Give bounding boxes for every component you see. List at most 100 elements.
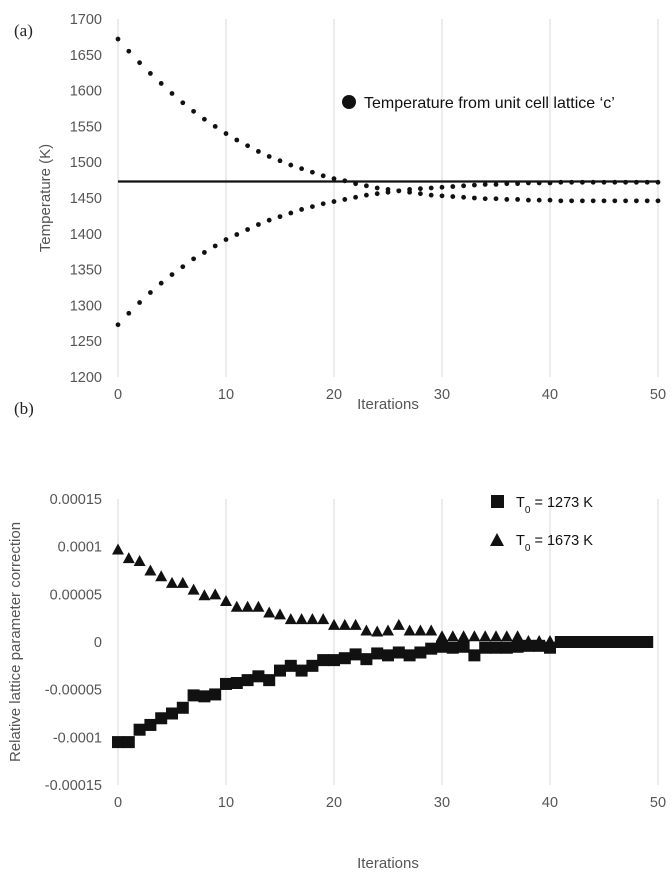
panel-a-y-axis-title: Temperature (K) xyxy=(37,144,54,252)
panel-a-series-1-point xyxy=(277,214,283,220)
panel-a-legend: Temperature from unit cell lattice ‘c’ xyxy=(342,95,615,112)
panel-a-series-0-point xyxy=(180,100,186,106)
panel-b-series-0-point xyxy=(457,640,470,653)
panel-a-series-1-point xyxy=(234,232,240,237)
panel-b-y-tick-label: 0.00005 xyxy=(50,587,102,603)
panel-a-series-0-point xyxy=(374,185,380,191)
panel-a-y-tick-label: 1650 xyxy=(70,48,102,64)
panel-b-series-1-point xyxy=(511,630,524,642)
panel-a-series-0-point xyxy=(634,198,639,204)
panel-b-y-tick-label: -0.00005 xyxy=(45,683,102,699)
panel-b-x-tick-label: 50 xyxy=(650,795,666,811)
panel-b-y-tick-labels: -0.00015 -0.0001 -0.00005 0 0.00005 0.0001 0.0… xyxy=(45,492,102,794)
panel-b-series-0-point xyxy=(176,701,189,714)
panel-a-series-0-point xyxy=(504,197,510,202)
panel-a-y-tick-label: 1600 xyxy=(70,84,102,100)
panel-a-series-0-point xyxy=(299,166,304,172)
panel-a-series-0-point xyxy=(536,197,542,203)
panel-b-series-0-point xyxy=(500,641,513,654)
panel-b-series-1-point xyxy=(349,618,362,630)
panel-b-y-tick-label: 0.00015 xyxy=(50,492,102,508)
panel-b-series-1-point xyxy=(522,635,535,647)
panel-a-series-0-point xyxy=(310,169,315,175)
panel-b-series-1-point xyxy=(446,630,459,642)
panel-b-series-0-point xyxy=(317,654,330,667)
panel-a-x-tick-label: 40 xyxy=(542,387,558,403)
panel-b-series-0-point xyxy=(122,736,135,749)
panel-a-series-1-point xyxy=(288,210,294,216)
panel-b-x-tick-label: 10 xyxy=(218,795,234,811)
panel-b-series-0-point xyxy=(479,641,492,654)
panel-a-series-0-point xyxy=(601,198,607,204)
panel-a-series-0-point xyxy=(148,71,153,76)
panel-b-series-0-point xyxy=(241,674,254,687)
legend-label-temperature: Temperature from unit cell lattice ‘c’ xyxy=(364,95,615,112)
panel-a-marks xyxy=(115,36,661,328)
panel-a-series-1-point xyxy=(256,222,261,227)
panel-b-series-1-point xyxy=(479,630,492,642)
legend-1673-rest: = 1673 K xyxy=(530,533,593,549)
panel-a-series-1-point xyxy=(148,290,153,295)
panel-b-series-0-point xyxy=(112,736,124,749)
panel-a-series-1-point xyxy=(461,183,466,189)
panel-b-series-1-point xyxy=(252,600,265,612)
panel-a-label: (a) xyxy=(14,21,33,40)
panel-b-x-tick-label: 30 xyxy=(434,795,450,811)
panel-a-series-1-point xyxy=(450,184,456,189)
legend-1273-rest: = 1273 K xyxy=(530,495,593,511)
panel-b-x-tick-labels: 0 10 20 30 40 50 xyxy=(114,795,666,811)
panel-b-series-1-point xyxy=(371,625,384,637)
legend-label-1673: T0 = 1673 K xyxy=(516,533,593,554)
panel-b-x-tick-label: 20 xyxy=(326,795,342,811)
panel-a-y-tick-label: 1700 xyxy=(70,12,102,28)
panel-a-series-0-point xyxy=(580,198,585,204)
panel-b-series-1-point xyxy=(544,635,556,647)
panel-a-series-0-point xyxy=(158,81,164,86)
panel-b-series-1-point xyxy=(360,624,373,636)
panel-b-series-0-point xyxy=(360,653,373,666)
panel-a-y-tick-label: 1300 xyxy=(70,298,102,314)
legend-1673-subscript: 0 xyxy=(525,543,531,554)
panel-a-series-0-point xyxy=(482,196,488,202)
panel-a-series-0-point xyxy=(245,143,251,149)
panel-b-series-1-point xyxy=(425,624,438,636)
panel-b-series-0-point xyxy=(468,649,481,662)
panel-b-series-1-point xyxy=(155,570,168,582)
panel-a-series-0-point xyxy=(212,124,218,129)
panel-b-series-1-point xyxy=(306,613,319,625)
panel-a-series-0-point xyxy=(320,173,326,179)
panel-b-y-tick-label: 0 xyxy=(94,635,102,651)
panel-b-series-0-point xyxy=(511,640,524,653)
panel-b-label: (b) xyxy=(14,399,34,418)
panel-a-series-1-point xyxy=(374,191,380,197)
panel-b-series-0-point xyxy=(338,652,351,665)
panel-b-series-1-point xyxy=(338,618,351,630)
panel-a-series-0-point xyxy=(526,197,531,203)
panel-b-x-tick-label: 0 xyxy=(114,795,122,811)
panel-b-series-1-point xyxy=(133,554,146,566)
panel-a-series-1-point xyxy=(320,201,326,207)
panel-b-legend: T0 = 1273 K T0 = 1673 K xyxy=(490,495,593,554)
panel-a-series-1-point xyxy=(396,188,402,194)
panel-b-series-0-point xyxy=(349,648,362,661)
panel-a-series-1-point xyxy=(472,182,477,188)
panel-b-series-0-point xyxy=(490,641,502,654)
panel-b-marks xyxy=(112,543,654,749)
panel-a-series-0-point xyxy=(644,198,650,204)
panel-a-series-0-point xyxy=(558,198,564,204)
panel-a-x-tick-label: 0 xyxy=(114,387,122,403)
panel-a-series-0-point xyxy=(331,176,337,182)
panel-a-series-0-point xyxy=(234,137,240,143)
panel-a-series-1-point xyxy=(493,181,499,187)
panel-a-series-0-point xyxy=(439,193,445,199)
panel-a-y-tick-labels: 1200 1250 1300 1350 1400 1450 1500 1550 1600 1650… xyxy=(70,12,102,386)
panel-b-series-1-point xyxy=(122,552,135,564)
panel-b-series-1-point xyxy=(166,576,178,588)
panel-b-y-tick-label: 0.0001 xyxy=(58,540,102,556)
panel-b-series-1-point xyxy=(241,600,254,612)
panel-a-series-1-point xyxy=(115,322,121,328)
panel-b-series-1-point xyxy=(436,630,448,642)
panel-a-series-0-point xyxy=(223,131,229,136)
panel-a-y-tick-label: 1250 xyxy=(70,334,102,350)
